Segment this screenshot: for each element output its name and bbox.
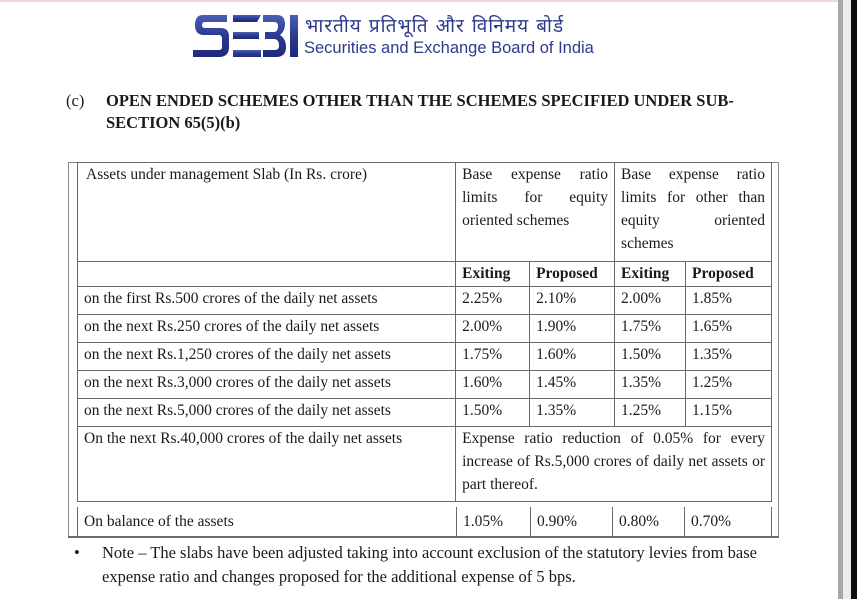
- oth-existing-cell: 0.80%: [613, 507, 685, 536]
- table-row: on the first Rs.500 crores of the daily …: [76, 286, 772, 315]
- slab-cell: On the next Rs.40,000 crores of the dail…: [76, 426, 457, 502]
- oth-proposed-cell: 1.15%: [685, 398, 772, 427]
- oth-existing-cell: 2.00%: [614, 286, 687, 315]
- oth-proposed-cell: 0.70%: [685, 507, 772, 536]
- org-name-english: Securities and Exchange Board of India: [304, 39, 594, 57]
- merged-reduction-cell: Expense ratio reduction of 0.05% for eve…: [455, 426, 772, 502]
- oth-proposed-cell: 1.65%: [685, 314, 772, 343]
- slab-cell: on the next Rs.3,000 crores of the daily…: [76, 370, 457, 399]
- table-subheader-row: Exiting Proposed Exiting Proposed: [76, 261, 772, 287]
- slab-cell: on the next Rs.1,250 crores of the daily…: [76, 342, 457, 371]
- oth-existing-cell: 1.25%: [614, 398, 687, 427]
- sebi-logo: [193, 13, 299, 59]
- oth-existing-cell: 1.75%: [614, 314, 687, 343]
- oth-existing-cell: 1.35%: [614, 370, 687, 399]
- header-other: Base expense ratio limits for other than…: [614, 162, 772, 262]
- slab-cell: On balance of the assets: [77, 507, 457, 536]
- top-edge-line: [0, 0, 838, 2]
- slab-cell: on the first Rs.500 crores of the daily …: [76, 286, 457, 315]
- table-bottom-border: [68, 536, 779, 538]
- slab-cell: on the next Rs.5,000 crores of the daily…: [76, 398, 457, 427]
- eq-existing-cell: 1.50%: [455, 398, 531, 427]
- table-row: on the next Rs.250 crores of the daily n…: [76, 314, 772, 343]
- header-slab: Assets under management Slab (In Rs. cro…: [76, 162, 457, 262]
- scrollbar-gap: [843, 0, 851, 599]
- expense-ratio-table: Assets under management Slab (In Rs. cro…: [76, 162, 772, 502]
- table-header-row: Assets under management Slab (In Rs. cro…: [76, 162, 772, 262]
- vertical-scrollbar[interactable]: [838, 0, 843, 599]
- header-equity: Base expense ratio limits for equity ori…: [455, 162, 616, 262]
- sebi-logo-icon: [193, 15, 298, 57]
- table-row: on the next Rs.1,250 crores of the daily…: [76, 342, 772, 371]
- bullet-icon: •: [74, 543, 80, 562]
- eq-proposed-cell: 1.60%: [529, 342, 616, 371]
- eq-proposed-cell: 1.35%: [529, 398, 616, 427]
- table-row-merged: On the next Rs.40,000 crores of the dail…: [76, 426, 772, 502]
- oth-proposed-cell: 1.25%: [685, 370, 772, 399]
- subheader-oth-proposed: Proposed: [685, 261, 772, 287]
- eq-proposed-cell: 1.45%: [529, 370, 616, 399]
- subheader-eq-proposed: Proposed: [529, 261, 616, 287]
- eq-proposed-cell: 2.10%: [529, 286, 616, 315]
- oth-proposed-cell: 1.85%: [685, 286, 772, 315]
- eq-existing-cell: 1.75%: [455, 342, 531, 371]
- oth-existing-cell: 1.50%: [614, 342, 687, 371]
- eq-existing-cell: 1.05%: [457, 507, 531, 536]
- oth-proposed-cell: 1.35%: [685, 342, 772, 371]
- eq-proposed-cell: 0.90%: [531, 507, 613, 536]
- table-row-balance: On balance of the assets 1.05% 0.90% 0.8…: [77, 507, 772, 536]
- eq-existing-cell: 2.25%: [455, 286, 531, 315]
- table-row: on the next Rs.3,000 crores of the daily…: [76, 370, 772, 399]
- section-title: OPEN ENDED SCHEMES OTHER THAN THE SCHEME…: [106, 91, 734, 132]
- subheader-empty: [76, 261, 457, 287]
- section-label: (c): [66, 91, 85, 110]
- eq-existing-cell: 2.00%: [455, 314, 531, 343]
- org-name-hindi: भारतीय प्रतिभूति और विनिमय बोर्ड: [305, 15, 565, 37]
- window-edge: [851, 0, 857, 599]
- slab-cell: on the next Rs.250 crores of the daily n…: [76, 314, 457, 343]
- eq-existing-cell: 1.60%: [455, 370, 531, 399]
- table-row: on the next Rs.5,000 crores of the daily…: [76, 398, 772, 427]
- note-text: Note – The slabs have been adjusted taki…: [102, 543, 757, 586]
- eq-proposed-cell: 1.90%: [529, 314, 616, 343]
- subheader-oth-existing: Exiting: [614, 261, 687, 287]
- subheader-eq-existing: Exiting: [455, 261, 531, 287]
